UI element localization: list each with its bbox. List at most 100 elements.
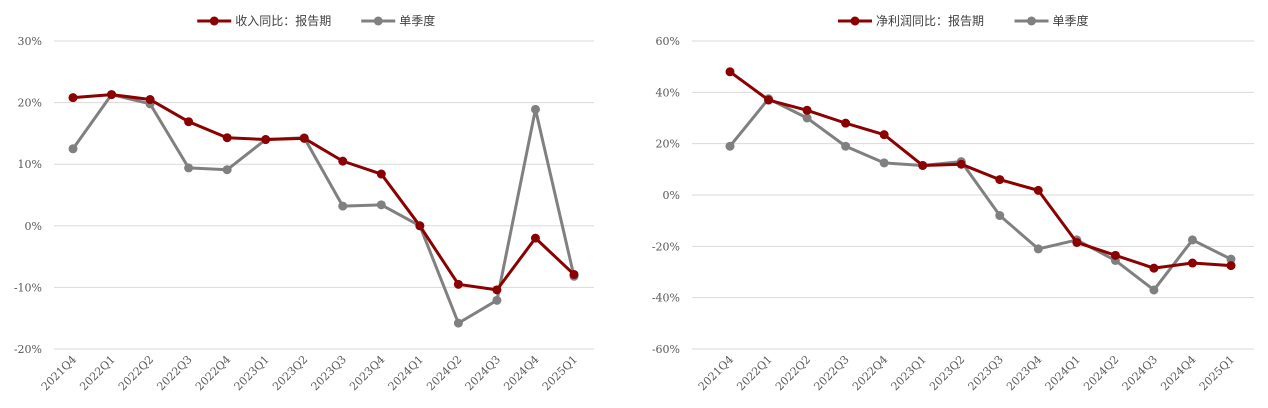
legend-label: 单季度 [399, 13, 435, 28]
series-line [71, 93, 576, 325]
data-point [222, 165, 232, 175]
x-tick-label: 2024Q3 [463, 353, 503, 393]
data-point [918, 160, 928, 170]
data-point [1149, 285, 1159, 295]
x-tick-label: 2023Q2 [270, 353, 310, 393]
series-line [72, 93, 576, 292]
x-tick-label: 2022Q3 [811, 353, 851, 393]
y-tick-label: -20% [652, 240, 680, 253]
x-tick-label: 2023Q3 [966, 353, 1006, 393]
data-point [376, 200, 386, 210]
x-tick-label: 2024Q4 [1158, 353, 1198, 393]
x-tick-label: 2023Q2 [927, 353, 967, 393]
data-point [184, 117, 194, 127]
series-line [729, 70, 1232, 270]
x-tick-label: 2024Q2 [424, 353, 464, 393]
data-point [261, 135, 271, 145]
x-tick-label: 2024Q1 [1043, 353, 1083, 393]
x-tick-label: 2023Q4 [1004, 353, 1044, 393]
y-tick-label: -40% [652, 292, 680, 305]
data-point [995, 211, 1005, 221]
y-gridlines [54, 40, 594, 350]
x-tick-label: 2024Q4 [501, 353, 541, 393]
revenue-yoy-chart: -20% -10% 0% 10% 20% 30% 2021Q4 2022Q1 2022Q2 202… [14, 13, 594, 393]
data-point [764, 95, 774, 105]
data-point [530, 104, 540, 114]
series-line [728, 97, 1232, 292]
data-point [802, 113, 812, 123]
y-tick-label: -10% [14, 281, 42, 294]
x-tick-label: 2022Q2 [116, 353, 156, 393]
legend-marker [373, 16, 383, 26]
data-point [879, 130, 889, 140]
chart-svg: -60%-40%-20%0%20%40%60%2021Q42022Q12022Q… [652, 13, 1254, 393]
series-quarterly [725, 94, 1236, 295]
data-point [299, 133, 309, 143]
data-point [184, 163, 194, 173]
legend-label: 收入同比：报告期 [235, 13, 331, 28]
y-tick-label: 40% [656, 86, 680, 99]
y-tick-label: 20% [656, 138, 680, 151]
legend-item: 净利润同比：报告期 [838, 13, 984, 28]
x-tick-label: 2025Q1 [540, 353, 580, 393]
y-tick-label: 10% [18, 158, 42, 171]
x-tick-label: 2022Q1 [77, 353, 117, 393]
data-point [530, 233, 540, 243]
data-point [338, 156, 348, 166]
legend-item: 收入同比：报告期 [197, 13, 331, 28]
chart-svg: -20%-10%0%10%20%30%2021Q42022Q12022Q2202… [14, 13, 594, 393]
y-tick-label: -60% [652, 343, 680, 356]
data-point [1149, 263, 1159, 273]
data-point [68, 144, 78, 154]
data-point [1033, 244, 1043, 254]
data-point [376, 169, 386, 179]
y-tick-label: 30% [18, 35, 42, 48]
legend-item: 单季度 [1014, 13, 1089, 28]
data-point [725, 141, 735, 151]
legend-label: 单季度 [1053, 13, 1089, 28]
x-tick-label: 2022Q2 [773, 353, 813, 393]
x-tick-label: 2022Q4 [193, 353, 233, 393]
data-point [415, 221, 425, 231]
legend-item: 单季度 [361, 13, 435, 28]
data-point [145, 95, 155, 105]
data-point [1072, 237, 1082, 247]
x-tick-label: 2025Q1 [1197, 353, 1237, 393]
x-tick-label: 2021Q4 [696, 353, 736, 393]
data-point [1187, 235, 1197, 245]
y-tick-label: -20% [14, 343, 42, 356]
data-point [453, 318, 463, 328]
y-gridlines [692, 40, 1254, 350]
data-point [1226, 261, 1236, 271]
x-tick-label: 2024Q3 [1120, 353, 1160, 393]
x-tick-label: 2023Q4 [347, 353, 387, 393]
data-point [995, 175, 1005, 185]
series-quarterly [68, 90, 579, 328]
series-reported [725, 67, 1236, 273]
legend-marker [850, 16, 860, 26]
y-tick-label: 60% [656, 35, 680, 48]
data-point [879, 158, 889, 168]
data-point [107, 90, 117, 100]
data-point [841, 118, 851, 128]
legend: 收入同比：报告期 单季度 [197, 13, 435, 28]
x-tick-label: 2023Q1 [888, 353, 928, 393]
data-point [453, 279, 463, 289]
x-tick-label: 2023Q3 [309, 353, 349, 393]
data-point [841, 141, 851, 151]
data-point [1033, 185, 1043, 195]
data-point [492, 285, 502, 295]
x-tick-label: 2024Q1 [386, 353, 426, 393]
x-tick-label: 2022Q3 [154, 353, 194, 393]
data-point [802, 105, 812, 115]
legend-marker [209, 16, 219, 26]
data-point [338, 201, 348, 211]
x-tick-label: 2022Q1 [734, 353, 774, 393]
x-tick-label: 2023Q1 [231, 353, 271, 393]
data-point [68, 93, 78, 103]
x-tick-label: 2024Q2 [1081, 353, 1121, 393]
data-point [956, 159, 966, 169]
data-point [1226, 254, 1236, 264]
legend-marker [1027, 16, 1036, 26]
net-profit-yoy-chart: -60% -40% -20% 0% 20% 40% 60% 2021Q4 2022Q1 2022Q… [634, 0, 1268, 408]
